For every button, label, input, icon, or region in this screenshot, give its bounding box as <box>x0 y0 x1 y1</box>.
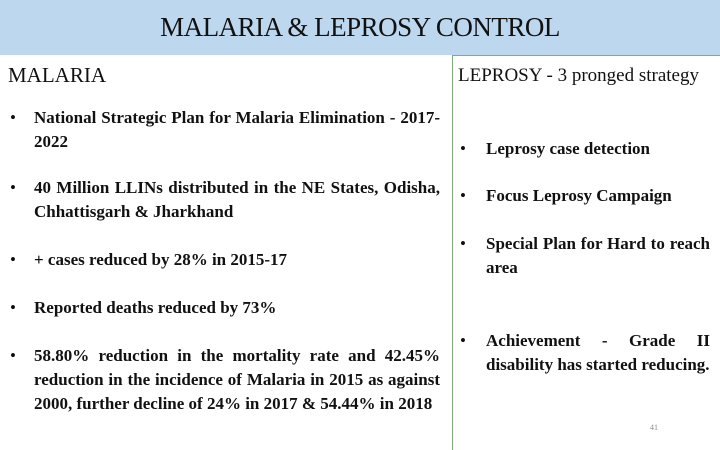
right-heading: LEPROSY - 3 pronged strategy <box>458 65 699 86</box>
bullet-text: Special Plan for Hard to reach area <box>486 234 710 277</box>
bullet-text: National Strategic Plan for Malaria Elim… <box>34 108 440 151</box>
page-number: 41 <box>650 423 658 432</box>
bullet-text: Reported deaths reduced by 73% <box>34 298 277 317</box>
bullet-text: + cases reduced by 28% in 2015-17 <box>34 250 288 269</box>
bullet-dot: • <box>10 178 16 197</box>
slide-title: MALARIA & LEPROSY CONTROL <box>160 12 560 42</box>
bullet-dot: • <box>10 250 16 269</box>
bullet-dot: • <box>460 186 466 205</box>
bullet-text: 40 Million LLINs distributed in the NE S… <box>34 178 440 221</box>
bullet-text: Leprosy case detection <box>486 139 650 158</box>
bullet-dot: • <box>10 298 16 317</box>
right-panel <box>452 55 720 450</box>
bullet-text: Focus Leprosy Campaign <box>486 186 672 205</box>
left-heading: MALARIA <box>8 63 106 87</box>
bullet-dot: • <box>10 108 16 127</box>
bullet-text: Achievement - Grade II disability has st… <box>486 331 710 374</box>
bullet-dot: • <box>460 139 466 158</box>
bullet-dot: • <box>460 234 466 253</box>
bullet-text: 58.80% reduction in the mortality rate a… <box>34 346 440 413</box>
bullet-dot: • <box>10 346 16 365</box>
bullet-dot: • <box>460 331 466 350</box>
header-band <box>0 0 720 55</box>
